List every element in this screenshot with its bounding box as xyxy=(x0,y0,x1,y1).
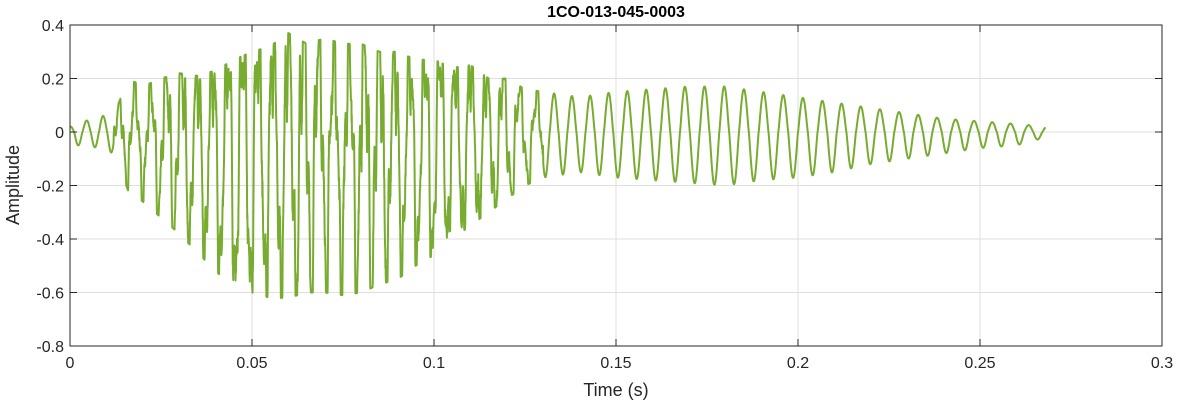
x-tick-label: 0.15 xyxy=(600,355,631,372)
y-tick-label: 0 xyxy=(55,125,64,142)
grid xyxy=(70,25,1162,346)
x-tick-label: 0.1 xyxy=(423,355,445,372)
chart-title: 1CO-013-045-0003 xyxy=(547,4,685,21)
series-layer xyxy=(69,32,1047,299)
axis-ticks: 0 0.05 0.1 0.15 0.2 0.25 0.3 -0.8 -0.6 -0.4 -0.2 0 0… xyxy=(36,18,1173,372)
y-tick-label: 0.2 xyxy=(42,72,64,89)
y-tick-label: -0.8 xyxy=(36,339,64,356)
x-tick-label: 0.2 xyxy=(787,355,809,372)
y-axis-label: Amplitude xyxy=(3,145,23,225)
x-tick-label: 0.25 xyxy=(964,355,995,372)
y-tick-label: 0.4 xyxy=(42,18,64,35)
x-axis-label: Time (s) xyxy=(583,380,648,400)
x-tick-label: 0.05 xyxy=(236,355,267,372)
waveform-line xyxy=(69,32,1047,299)
y-tick-label: -0.2 xyxy=(36,179,64,196)
x-tick-label: 0.3 xyxy=(1151,355,1173,372)
y-tick-label: -0.6 xyxy=(36,286,64,303)
x-tick-label: 0 xyxy=(66,355,75,372)
y-tick-label: -0.4 xyxy=(36,232,64,249)
